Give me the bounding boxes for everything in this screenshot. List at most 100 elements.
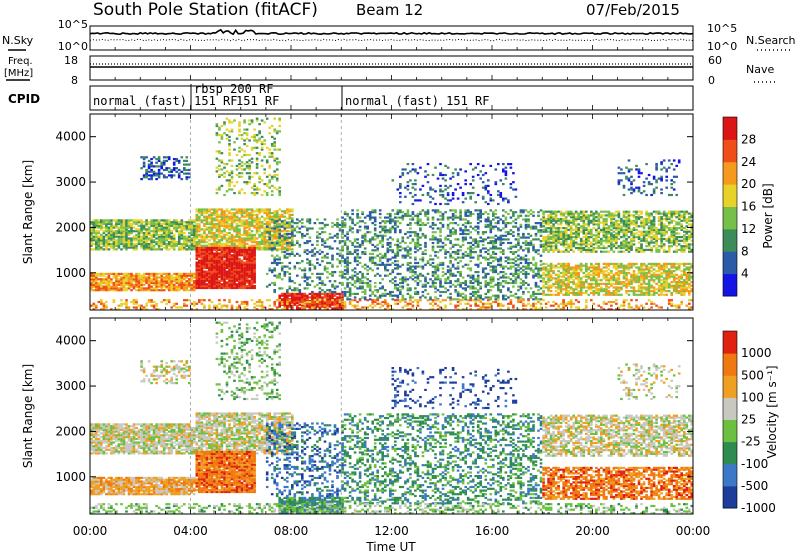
- heatmap-cell: [567, 219, 570, 222]
- heatmap-cell: [253, 244, 256, 247]
- heatmap-cell: [386, 231, 390, 234]
- heatmap-cell: [343, 211, 347, 214]
- heatmap-cell: [210, 230, 214, 233]
- heatmap-cell: [127, 278, 131, 281]
- heatmap-cell: [303, 287, 307, 290]
- heatmap-cell: [333, 285, 337, 288]
- heatmap-cell: [135, 274, 138, 277]
- heatmap-cell: [439, 234, 442, 237]
- heatmap-cell: [306, 249, 309, 252]
- heatmap-cell: [198, 217, 201, 220]
- heatmap-cell: [441, 261, 445, 265]
- heatmap-cell: [456, 223, 460, 226]
- heatmap-cell: [331, 307, 334, 310]
- heatmap-cell: [313, 222, 317, 225]
- heatmap-cell: [233, 228, 236, 231]
- heatmap-cell: [275, 237, 279, 240]
- heatmap-cell: [210, 237, 214, 240]
- heatmap-cell: [316, 272, 319, 275]
- heatmap-cell: [459, 260, 462, 263]
- heatmap-cell: [539, 231, 543, 234]
- heatmap-cell: [142, 237, 146, 240]
- heatmap-cell: [145, 224, 148, 227]
- heatmap-cell: [617, 237, 621, 241]
- heatmap-cell: [238, 233, 241, 236]
- heatmap-cell: [481, 231, 485, 234]
- heatmap-cell: [132, 285, 136, 288]
- heatmap-cell: [499, 234, 503, 237]
- heatmap-cell: [416, 243, 420, 246]
- heatmap-cell: [492, 225, 495, 228]
- heatmap-cell: [95, 272, 98, 275]
- heatmap-cell: [409, 287, 412, 290]
- heatmap-cell: [358, 243, 362, 246]
- heatmap-cell: [265, 241, 269, 244]
- heatmap-cell: [190, 219, 194, 222]
- heatmap-cell: [534, 238, 538, 241]
- heatmap-cell: [434, 231, 437, 234]
- heatmap-cell: [308, 227, 312, 230]
- heatmap-cell: [198, 210, 201, 213]
- heatmap-cell: [552, 210, 555, 213]
- heatmap-cell: [564, 210, 568, 213]
- heatmap-cell: [167, 230, 171, 233]
- heatmap-cell: [200, 244, 204, 247]
- heatmap-cell: [220, 213, 224, 216]
- heatmap-cell: [205, 266, 209, 270]
- heatmap-cell: [102, 237, 106, 240]
- heatmap-cell: [306, 232, 309, 236]
- heatmap-cell: [102, 287, 106, 290]
- heatmap-cell: [446, 238, 450, 241]
- heatmap-cell: [160, 239, 163, 242]
- heatmap-cell: [205, 208, 209, 211]
- heatmap-cell: [280, 240, 284, 243]
- heatmap-cell: [110, 226, 113, 229]
- heatmap-cell: [610, 237, 613, 241]
- heatmap-cell: [258, 244, 261, 247]
- heatmap-cell: [522, 218, 525, 221]
- heatmap-cell: [396, 243, 400, 246]
- heatmap-cell: [439, 294, 442, 297]
- heatmap-cell: [188, 248, 191, 251]
- heatmap-cell: [396, 216, 400, 219]
- heatmap-cell: [386, 292, 390, 295]
- heatmap-cell: [481, 238, 485, 241]
- heatmap-cell: [175, 276, 178, 279]
- heatmap-cell: [582, 248, 586, 251]
- heatmap-cell: [127, 280, 131, 283]
- heatmap-cell: [396, 283, 400, 286]
- heatmap-cell: [110, 233, 113, 236]
- heatmap-cell: [602, 250, 606, 253]
- heatmap-cell: [183, 274, 186, 277]
- heatmap-cell: [522, 209, 525, 212]
- heatmap-cell: [243, 242, 246, 246]
- heatmap-cell: [145, 289, 148, 292]
- heatmap-cell: [140, 283, 143, 286]
- heatmap-cell: [559, 237, 563, 241]
- heatmap-cell: [617, 245, 621, 248]
- heatmap-cell: [399, 272, 402, 275]
- heatmap-cell: [165, 235, 168, 238]
- heatmap-cell: [464, 236, 467, 239]
- heatmap-cell: [431, 218, 435, 221]
- heatmap-cell: [454, 274, 457, 277]
- heatmap-cell: [140, 230, 143, 233]
- heatmap-cell: [275, 228, 279, 231]
- heatmap-cell: [514, 276, 518, 279]
- heatmap-cell: [336, 285, 339, 288]
- heatmap-cell: [230, 219, 234, 222]
- heatmap-cell: [384, 267, 387, 270]
- heatmap-cell: [97, 283, 101, 286]
- heatmap-cell: [235, 244, 239, 247]
- heatmap-cell: [260, 241, 264, 244]
- heatmap-cell: [424, 234, 427, 237]
- heatmap-cell: [218, 226, 221, 229]
- heatmap-cell: [190, 246, 194, 249]
- heatmap-cell: [622, 219, 626, 222]
- heatmap-cell: [275, 254, 279, 257]
- heatmap-cell: [378, 234, 382, 237]
- heatmap-cell: [554, 210, 558, 213]
- heatmap-cell: [537, 211, 540, 214]
- heatmap-cell: [564, 237, 568, 241]
- heatmap-cell: [205, 279, 209, 282]
